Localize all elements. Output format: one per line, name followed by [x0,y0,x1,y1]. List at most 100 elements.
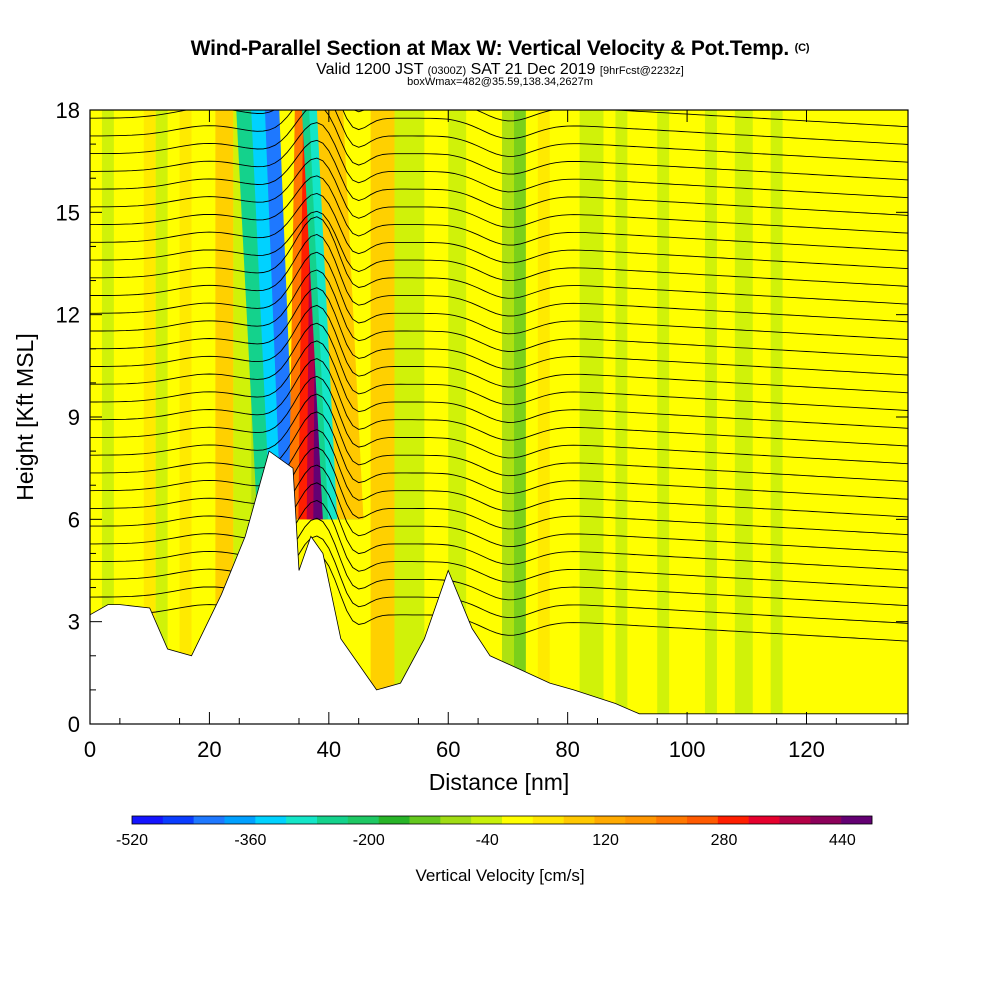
isentrope-line [90,482,908,571]
colorbar-swatch [563,816,595,824]
field-band [143,110,156,724]
colorbar-swatch [841,816,873,824]
colorbar-swatch [594,816,626,824]
field-band [537,110,550,724]
colorbar-swatch [810,816,842,824]
y-tick-label: 15 [56,200,80,225]
isentrope-line [90,375,908,465]
isentrope-line [90,429,908,518]
axes: 0 20 40 60 80 100 120 0 3 6 9 12 15 18 [56,98,908,762]
isentrope-line [90,287,908,376]
field-band [615,110,628,724]
colorbar-swatch [347,816,379,824]
colorbar-swatch [502,816,534,824]
colorbar-swatch [687,816,719,824]
field-band [513,110,526,724]
isentrope-line [90,210,908,287]
field-band [579,110,604,724]
isentrope-line [90,139,908,216]
colorbar-label: -40 [476,832,499,849]
field-band [734,110,753,724]
colorbar-swatch [471,816,503,824]
isentrope-line [90,393,908,482]
colorbar-frame [131,815,873,825]
colorbar-swatch [286,816,318,824]
y-tick-label: 18 [56,98,80,123]
field-band [657,110,670,724]
isentrope-line [90,234,908,323]
field-band [370,110,395,724]
chart-subtitle-box: boxWmax=482@35.59,138.34,2627m [407,76,593,88]
x-tick-label: 20 [197,737,221,762]
isentrope-line [90,175,908,252]
field-band [770,110,783,724]
colorbar-swatch [378,816,410,824]
colorbar-swatch [409,816,441,824]
colorbar-label: 120 [592,832,619,849]
colorbar-swatch [162,816,194,824]
colorbar-label: -360 [234,832,266,849]
colorbar-swatch [132,816,164,824]
isentrope-line [90,193,908,270]
colorbar-swatch [193,816,225,824]
field-band [501,110,514,724]
colorbar-swatch [440,816,472,824]
isentrope-line [90,358,908,447]
chart-title: Wind-Parallel Section at Max W: Vertical… [190,37,810,60]
y-tick-label: 9 [68,405,80,430]
isentrope-line [90,251,908,341]
field-band [448,110,467,724]
isentrope-line [90,122,908,199]
y-axis-label: Height [Kft MSL] [12,333,38,500]
isentrope-line [90,322,908,411]
x-axis-label: Distance [nm] [429,769,570,795]
field-band [155,110,168,724]
isentrope-line [90,110,908,163]
isentrope-line [90,517,908,607]
isentrope-line [90,110,908,145]
isentrope-line [353,110,908,128]
field-band [179,110,192,724]
colorbar-swatch [779,816,811,824]
colorbar-label: 440 [829,832,856,849]
x-tick-label: 0 [84,737,96,762]
isentrope-line [90,216,908,305]
colorbar-swatch [224,816,256,824]
colorbar-swatch [532,816,564,824]
terrain-mask [89,450,909,725]
y-tick-label: 12 [56,303,80,328]
colorbar-swatch [717,816,749,824]
isentrope-line [90,157,908,234]
colorbar-title: Vertical Velocity [cm/s] [415,866,584,885]
colorbar-swatch [317,816,349,824]
potential-temperature-contours [90,110,908,642]
colorbar-label: 280 [711,832,738,849]
isentrope-line [90,446,908,536]
chart-subtitle-valid: Valid 1200 JST (0300Z) SAT 21 Dec 2019 [… [316,61,684,78]
colorbar-swatch [748,816,780,824]
isentrope-line [90,110,908,181]
isentrope-line [90,464,908,553]
x-tick-label: 100 [669,737,706,762]
colorbar-swatch [255,816,287,824]
field-band [101,110,114,724]
x-tick-label: 80 [555,737,579,762]
draft-band [264,110,296,520]
colorbar-swatch [625,816,657,824]
isentrope-line [90,340,908,429]
y-tick-label: 3 [68,610,80,635]
colorbar-label: -520 [116,832,148,849]
y-tick-label: 0 [68,712,80,737]
field-band [394,110,425,724]
colorbar-label: -200 [353,832,385,849]
isentrope-line [90,269,908,358]
x-tick-label: 40 [317,737,341,762]
y-tick-label: 6 [68,507,80,532]
x-tick-label: 120 [788,737,825,762]
x-tick-label: 60 [436,737,460,762]
colorbar: -520 -360 -200 -40 120 280 440 [116,815,873,849]
colorbar-swatch [656,816,688,824]
draft-band [316,110,364,520]
isentrope-line [90,411,908,500]
